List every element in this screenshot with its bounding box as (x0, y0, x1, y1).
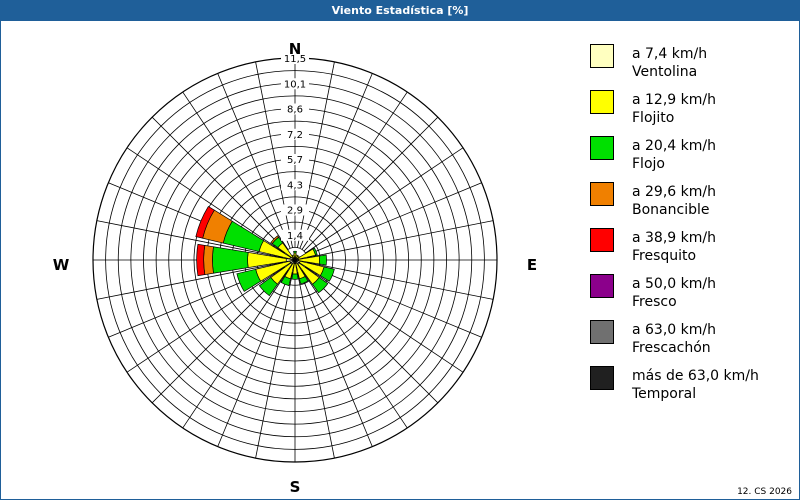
legend-label: Frescachón (632, 340, 711, 356)
grid-spoke (305, 147, 464, 254)
grid-spoke (303, 268, 439, 404)
grid-spoke (96, 262, 283, 300)
petal-nnw-bin1 (291, 254, 296, 259)
petal-ssw-bin2 (280, 275, 291, 287)
legend-swatch (590, 90, 614, 114)
radial-tick-bg (281, 179, 309, 191)
grid-spoke (301, 270, 408, 429)
petal-sse-bin2 (299, 275, 309, 285)
petal-w-bin4 (196, 243, 206, 277)
radial-tick-label: 1,4 (287, 231, 303, 242)
legend-label: Fresquito (632, 248, 697, 264)
legend-label: Fresco (632, 294, 677, 310)
radial-tick-label: 2,9 (287, 206, 303, 217)
radial-tick-bg (281, 204, 309, 216)
radial-tick-label: 4,3 (287, 180, 303, 191)
legend-item-fresquito: a 38,9 km/h Fresquito (588, 226, 793, 272)
grid-spoke (255, 61, 293, 248)
petal-sw-bin2 (258, 276, 279, 297)
petal-wnw-bin4 (195, 205, 215, 239)
grid-spoke (299, 271, 373, 447)
radial-tick-bg (281, 128, 309, 140)
grid-spoke (306, 182, 482, 256)
petal-nw-bin3 (270, 235, 280, 245)
grid-spoke (303, 116, 439, 252)
grid-spoke (307, 220, 494, 258)
grid-spoke (301, 91, 408, 250)
grid-spoke (297, 61, 335, 248)
legend: a 7,4 km/h Ventolina a 12,9 km/h Flojito… (588, 42, 793, 410)
legend-label: Bonancible (632, 202, 710, 218)
grid-spoke (307, 262, 494, 300)
petal-n-bin2 (293, 250, 297, 254)
legend-item-ventolina: a 7,4 km/h Ventolina (588, 42, 793, 88)
legend-swatch (590, 136, 614, 160)
legend-swatch (590, 274, 614, 298)
legend-swatch (590, 182, 614, 206)
radial-tick-label: 7,2 (287, 130, 303, 141)
grid-spoke (305, 266, 464, 373)
window-title: Viento Estadística [%] (1, 1, 799, 21)
legend-range: a 63,0 km/h (632, 322, 716, 338)
grid-spoke (151, 116, 287, 252)
radial-tick-label: 5,7 (287, 155, 303, 166)
legend-item-flojo: a 20,4 km/h Flojo (588, 134, 793, 180)
petal-ese-bin2 (319, 266, 335, 282)
radial-tick-label: 10,1 (284, 79, 306, 90)
grid-spoke (126, 266, 285, 373)
radial-tick-bg (281, 154, 309, 165)
grid-spoke (182, 91, 289, 250)
legend-swatch (590, 366, 614, 390)
grid-spoke (217, 271, 291, 447)
grid-spoke (182, 270, 289, 429)
grid-spoke (297, 272, 335, 459)
legend-label: Flojo (632, 156, 665, 172)
petal-w-bin2 (212, 246, 249, 274)
legend-range: a 38,9 km/h (632, 230, 716, 246)
legend-range: a 29,6 km/h (632, 184, 716, 200)
petal-w-bin3 (203, 244, 214, 276)
petal-e-bin2 (318, 254, 327, 266)
petal-wsw-bin2 (236, 268, 262, 292)
cardinal-label-w: W (53, 256, 70, 274)
radial-tick-label: 8,6 (287, 105, 303, 116)
petal-se-bin2 (311, 276, 329, 294)
grid-spoke (306, 264, 482, 338)
legend-item-flojito: a 12,9 km/h Flojito (588, 88, 793, 134)
grid-spoke (96, 220, 283, 258)
radial-tick-label: 11,5 (284, 54, 306, 65)
legend-swatch (590, 228, 614, 252)
legend-range: a 50,0 km/h (632, 276, 716, 292)
radial-tick-bg (281, 53, 309, 64)
cardinal-label-e: E (527, 256, 537, 274)
legend-range: a 20,4 km/h (632, 138, 716, 154)
legend-label: Ventolina (632, 64, 698, 80)
legend-item-fresco: a 50,0 km/h Fresco (588, 272, 793, 318)
cardinal-label-n: N (289, 40, 302, 58)
legend-label: Temporal (632, 386, 697, 402)
legend-label: Flojito (632, 110, 675, 126)
petal-ene-bin2 (312, 247, 318, 256)
radial-tick-bg (281, 229, 309, 241)
grid-spoke (299, 73, 373, 249)
footer-text: 12. CS 2026 (737, 487, 792, 497)
legend-item-temporal: más de 63,0 km/h Temporal (588, 364, 793, 410)
legend-swatch (590, 44, 614, 68)
legend-swatch (590, 320, 614, 344)
legend-item-frescachon: a 63,0 km/h Frescachón (588, 318, 793, 364)
grid-spoke (217, 73, 291, 249)
petal-s-bin2 (291, 273, 299, 280)
legend-range: a 7,4 km/h (632, 46, 708, 62)
grid-spoke (255, 272, 293, 459)
grid-spoke (126, 147, 285, 254)
legend-range: más de 63,0 km/h (632, 368, 759, 384)
cardinal-label-s: S (290, 478, 301, 496)
radial-tick-bg (281, 103, 309, 115)
radial-tick-bg (281, 78, 309, 90)
legend-item-bonancible: a 29,6 km/h Bonancible (588, 180, 793, 226)
legend-range: a 12,9 km/h (632, 92, 716, 108)
